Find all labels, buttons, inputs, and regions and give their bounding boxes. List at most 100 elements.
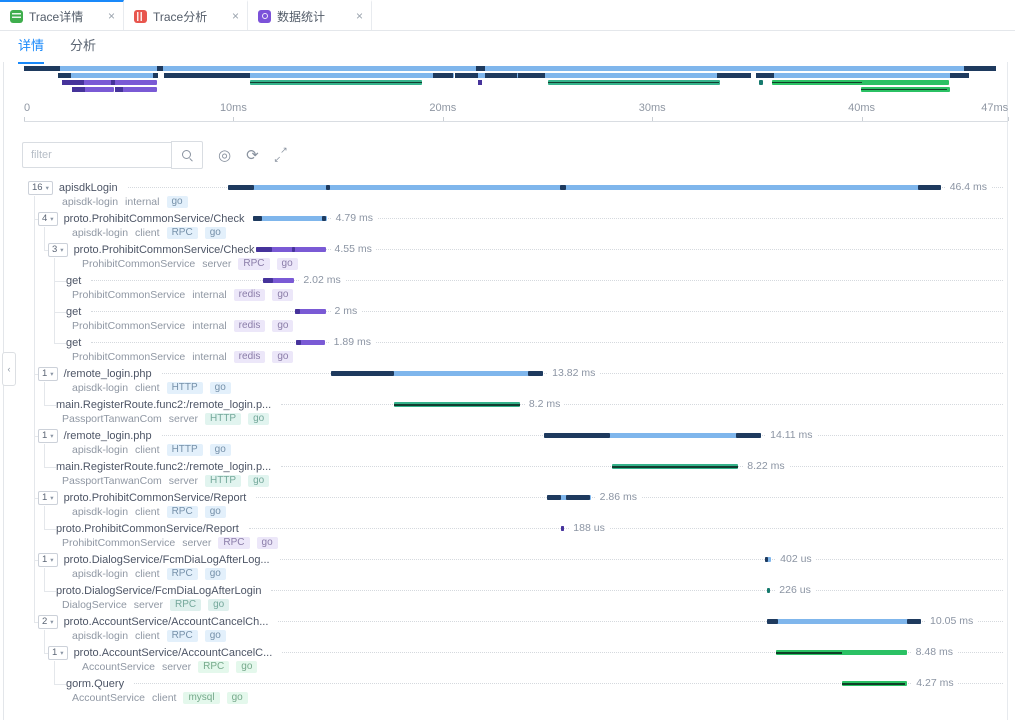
span-tag: RPC [218,536,250,549]
span-name[interactable]: proto.DialogService/FcmDiaLogAfterLogin [56,584,262,597]
span-row[interactable]: 1 ▾ /remote_login.php 13.82 ms apisdk-login c… [0,366,1015,397]
span-bar[interactable] [561,526,565,531]
span-bar[interactable] [766,588,771,593]
span-expand-badge[interactable]: 16 ▾ [28,180,53,195]
minimap-span-bar[interactable] [478,80,483,85]
minimap-span-bar[interactable] [250,80,422,85]
search-button[interactable] [171,141,203,169]
span-bar[interactable] [393,402,520,407]
close-icon[interactable]: × [231,9,239,23]
span-row[interactable]: proto.ProhibitCommonService/Report 188 us… [0,521,1015,552]
span-tag: RPC [198,660,230,673]
span-name[interactable]: proto.DialogService/FcmDiaLogAfterLog... [63,553,270,566]
span-name[interactable]: proto.AccountService/AccountCancelCh... [63,615,269,628]
span-bar[interactable] [544,433,762,438]
span-row[interactable]: 4 ▾ proto.ProhibitCommonService/Check 4.79 … [0,211,1015,242]
span-row[interactable]: 1 ▾ proto.AccountService/AccountCancelC...… [0,645,1015,676]
span-bar[interactable] [295,340,325,345]
minimap-span-bar[interactable] [116,87,156,92]
span-name[interactable]: proto.ProhibitCommonService/Check [63,212,245,225]
span-service: ProhibitCommonService [82,257,196,270]
span-name[interactable]: proto.ProhibitCommonService/Check [73,243,255,256]
span-bar[interactable] [228,185,941,190]
span-name[interactable]: get [66,305,82,318]
refresh-button[interactable]: ⟳ [246,146,259,164]
span-duration: 4.27 ms [912,677,958,689]
span-expand-badge[interactable]: 1 ▾ [38,490,58,505]
tab-trace-detail[interactable]: Trace详情 × [0,0,124,30]
span-row[interactable]: get 2 ms ProhibitCommonService internal redi… [0,304,1015,335]
minimap-span-bar[interactable] [72,87,115,92]
span-name[interactable]: proto.AccountService/AccountCancelC... [73,646,273,659]
span-bar[interactable] [546,495,591,500]
close-icon[interactable]: × [355,9,363,23]
span-bar[interactable] [255,247,326,252]
tree-connector [44,227,45,250]
span-expand-badge[interactable]: 1 ▾ [38,366,58,381]
span-name[interactable]: main.RegisterRoute.func2:/remote_login.p… [56,460,272,473]
locate-target-button[interactable]: ◎ [218,146,232,164]
span-service: AccountService [72,691,145,704]
span-expand-badge[interactable]: 4 ▾ [38,211,58,226]
span-bar[interactable] [330,371,544,376]
minimap-span-bar[interactable] [547,80,720,85]
span-row[interactable]: main.RegisterRoute.func2:/remote_login.p… [0,397,1015,428]
span-bar[interactable] [612,464,739,469]
span-row[interactable]: 2 ▾ proto.AccountService/AccountCancelCh..… [0,614,1015,645]
span-kind: client [135,629,160,642]
span-name[interactable]: gorm.Query [66,677,125,690]
span-expand-badge[interactable]: 2 ▾ [38,614,58,629]
minimap-span-bar[interactable] [164,73,454,78]
span-name[interactable]: proto.ProhibitCommonService/Report [56,522,239,535]
span-name[interactable]: main.RegisterRoute.func2:/remote_login.p… [56,398,272,411]
minimap-span-bar[interactable] [771,80,950,85]
span-row[interactable]: 1 ▾ proto.DialogService/FcmDiaLogAfterLog.… [0,552,1015,583]
span-row[interactable]: proto.DialogService/FcmDiaLogAfterLogin 2… [0,583,1015,614]
chevron-down-icon: ▾ [50,432,54,440]
minimap-span-bar[interactable] [61,80,157,85]
span-name[interactable]: /remote_login.php [63,429,152,442]
span-name[interactable]: apisdkLogin [58,181,118,194]
minimap-span-bar[interactable] [758,80,764,85]
close-icon[interactable]: × [107,9,115,23]
span-name[interactable]: proto.ProhibitCommonService/Report [63,491,247,504]
span-bar[interactable] [253,216,327,221]
span-expand-badge[interactable]: 1 ▾ [48,645,68,660]
span-expand-badge[interactable]: 3 ▾ [48,242,68,257]
minimap-span-bar[interactable] [24,66,996,71]
span-row[interactable]: 16 ▾ apisdkLogin 46.4 ms apisdk-login interna… [0,180,1015,211]
span-row[interactable]: 1 ▾ proto.ProhibitCommonService/Report 2.86… [0,490,1015,521]
span-row[interactable]: 1 ▾ /remote_login.php 14.11 ms apisdk-login c… [0,428,1015,459]
span-row[interactable]: main.RegisterRoute.func2:/remote_login.p… [0,459,1015,490]
trace-minimap[interactable] [0,64,1015,98]
span-row[interactable]: gorm.Query 4.27 ms AccountService client mys… [0,676,1015,707]
tab-detail[interactable]: 详情 [18,35,45,64]
expand-button[interactable]: ↗ ↙ [274,146,288,164]
span-name[interactable]: get [66,274,82,287]
span-bar[interactable] [841,681,908,686]
span-row[interactable]: get 2.02 ms ProhibitCommonService internal r… [0,273,1015,304]
span-name[interactable]: /remote_login.php [63,367,152,380]
minimap-span-bar[interactable] [860,87,950,92]
tab-analysis[interactable]: 分析 [70,38,97,53]
filter-input[interactable] [22,142,171,168]
span-tag: go [208,598,230,611]
minimap-span-bar[interactable] [758,73,969,78]
span-bar[interactable] [263,278,295,283]
tab-data-stats[interactable]: 数据统计 × [248,0,372,30]
collapse-panel-button[interactable]: ‹ [2,352,16,386]
minimap-span-bar[interactable] [458,73,519,78]
span-row[interactable]: get 1.89 ms ProhibitCommonService internal r… [0,335,1015,366]
span-bar[interactable] [764,557,772,562]
span-expand-badge[interactable]: 1 ▾ [38,552,58,567]
minimap-span-bar[interactable] [58,73,159,78]
tab-trace-analysis[interactable]: Trace分析 × [124,0,248,30]
span-name[interactable]: get [66,336,82,349]
span-expand-badge[interactable]: 1 ▾ [38,428,58,443]
span-bar-mark [546,495,562,500]
span-bar[interactable] [294,309,326,314]
span-row[interactable]: 3 ▾ proto.ProhibitCommonService/Check 4.55 … [0,242,1015,273]
span-bar[interactable] [766,619,922,624]
span-bar[interactable] [776,650,907,655]
span-bar-mark [736,433,761,438]
